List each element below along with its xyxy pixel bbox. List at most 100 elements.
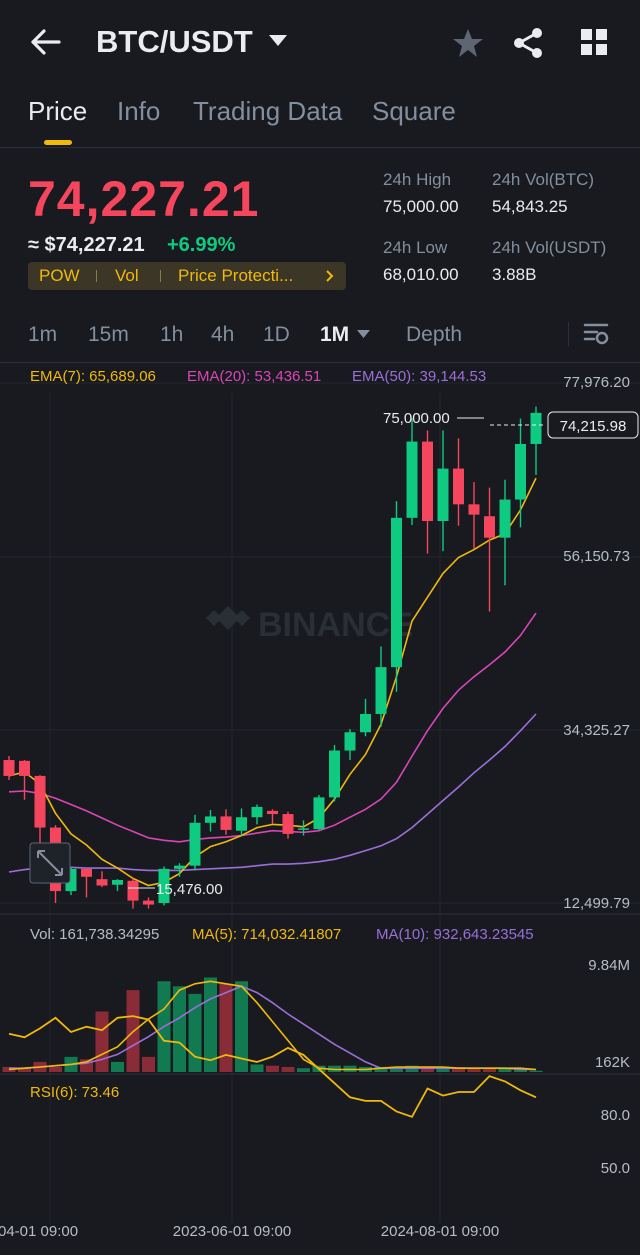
volume-bar bbox=[235, 981, 248, 1072]
candle-body bbox=[422, 441, 433, 521]
candle-body bbox=[205, 816, 216, 823]
stat-label-24h-low: 24h Low bbox=[383, 238, 448, 257]
ema7-label: EMA(7): 65,689.06 bbox=[30, 368, 156, 385]
binance-logo-icon bbox=[206, 606, 250, 630]
pair-title[interactable]: BTC/USDT bbox=[96, 24, 253, 59]
candle-body bbox=[3, 760, 15, 776]
chevron-right-icon[interactable] bbox=[326, 270, 334, 282]
volume-bar bbox=[95, 1011, 109, 1072]
volume-bar bbox=[49, 1066, 62, 1072]
candle-body bbox=[282, 814, 294, 834]
usd-price: ≈ $74,227.21 bbox=[28, 234, 145, 256]
divider bbox=[0, 147, 640, 148]
interval-depth[interactable]: Depth bbox=[406, 323, 463, 346]
tab-square[interactable]: Square bbox=[372, 96, 456, 126]
volume-bar bbox=[188, 993, 202, 1072]
candle-body bbox=[375, 667, 387, 714]
candle-body bbox=[174, 865, 185, 869]
candle-body bbox=[34, 775, 46, 828]
interval-1d[interactable]: 1D bbox=[263, 323, 290, 346]
y-tick: 77,976.20 bbox=[563, 374, 630, 391]
candle-body bbox=[499, 499, 511, 538]
active-tab-indicator bbox=[44, 140, 72, 145]
volume-ma5-polyline bbox=[8, 980, 537, 1071]
rsi-label: RSI(6): 73.46 bbox=[30, 1084, 119, 1101]
caret-down-icon[interactable] bbox=[357, 330, 370, 339]
grid-icon[interactable] bbox=[580, 28, 608, 56]
candle-body bbox=[391, 517, 402, 668]
interval-4h[interactable]: 4h bbox=[211, 323, 235, 346]
candles bbox=[3, 406, 542, 909]
ema50-polyline bbox=[8, 713, 537, 873]
tag-separator bbox=[96, 270, 97, 282]
tab-trading-data[interactable]: Trading Data bbox=[193, 96, 343, 126]
binance-watermark: BINANCE bbox=[258, 606, 413, 644]
rsi-tick: 80.0 bbox=[601, 1107, 630, 1124]
volume-ma10-label: MA(10): 932,643.23545 bbox=[376, 926, 534, 943]
fullscreen-button bbox=[29, 842, 71, 884]
ema50-label: EMA(50): 39,144.53 bbox=[352, 368, 486, 385]
candle-body bbox=[313, 797, 325, 830]
tag-price-protection[interactable]: Price Protecti... bbox=[178, 266, 294, 285]
candle-body bbox=[406, 441, 418, 518]
share-icon[interactable] bbox=[512, 27, 544, 59]
x-tick: 2024-08-01 09:00 bbox=[381, 1223, 499, 1240]
interval-1M[interactable]: 1M bbox=[320, 323, 350, 346]
low-marker-label: 15,476.00 bbox=[156, 881, 223, 898]
volume-bars bbox=[2, 977, 543, 1072]
stat-value-24h-high: 75,000.00 bbox=[383, 197, 459, 216]
candle-body bbox=[437, 468, 449, 521]
candle-body bbox=[96, 879, 108, 886]
tag-vol[interactable]: Vol bbox=[115, 266, 139, 285]
tag-bar[interactable]: POW Vol Price Protecti... bbox=[28, 262, 346, 290]
volume-bar bbox=[374, 1066, 388, 1072]
candle-body bbox=[267, 810, 278, 815]
interval-1m[interactable]: 1m bbox=[28, 323, 58, 346]
volume-min-tick: 162K bbox=[595, 1054, 630, 1071]
candle-body bbox=[298, 828, 309, 830]
last-price-box bbox=[547, 411, 639, 439]
tab-price[interactable]: Price bbox=[28, 96, 88, 126]
volume-bar bbox=[390, 1068, 403, 1072]
last-price-label: 74,215.98 bbox=[560, 418, 627, 435]
ema7-polyline bbox=[8, 477, 537, 887]
candle-body bbox=[81, 868, 92, 877]
stat-value-24h-low: 68,010.00 bbox=[383, 265, 459, 284]
candle-body bbox=[329, 750, 340, 798]
price-change: +6.99% bbox=[167, 234, 236, 256]
candle-body bbox=[515, 443, 526, 500]
interval-15m[interactable]: 15m bbox=[88, 323, 129, 346]
volume-ma5-label: MA(5): 714,032.41807 bbox=[192, 926, 341, 943]
candle-body bbox=[484, 516, 495, 538]
x-tick: 04-01 09:00 bbox=[0, 1223, 78, 1240]
rsi-line bbox=[8, 1015, 537, 1118]
volume-bar bbox=[219, 983, 233, 1072]
chart-settings-icon[interactable] bbox=[583, 322, 609, 346]
star-icon[interactable] bbox=[452, 28, 484, 58]
interval-1h[interactable]: 1h bbox=[160, 323, 184, 346]
volume-bar bbox=[250, 1064, 264, 1072]
candle-body bbox=[189, 822, 201, 866]
ema20-line bbox=[8, 612, 537, 843]
stat-label-24h-high: 24h High bbox=[383, 170, 452, 189]
candle-body bbox=[530, 412, 542, 444]
ema50-line bbox=[8, 713, 537, 873]
volume-bar bbox=[498, 1068, 512, 1072]
y-tick: 12,499.79 bbox=[563, 895, 630, 912]
caret-down-icon[interactable] bbox=[268, 34, 288, 48]
volume-bar bbox=[436, 1068, 450, 1072]
volume-ma5-line bbox=[8, 980, 537, 1071]
volume-bar bbox=[266, 1065, 279, 1072]
back-arrow-icon[interactable] bbox=[30, 28, 62, 56]
candle-body bbox=[453, 468, 464, 505]
separator bbox=[568, 322, 569, 346]
tag-separator bbox=[160, 270, 161, 282]
volume-bar bbox=[142, 1056, 155, 1072]
x-tick: 2023-06-01 09:00 bbox=[173, 1223, 291, 1240]
tab-info[interactable]: Info bbox=[117, 96, 161, 126]
candle-body bbox=[344, 732, 356, 751]
high-marker-label: 75,000.00 bbox=[383, 410, 450, 427]
candle-body bbox=[19, 760, 30, 776]
candlestick-chart[interactable]: BINANCE EMA(7): 65,689.06 EMA(20): 53,43… bbox=[0, 363, 640, 1255]
tag-pow[interactable]: POW bbox=[39, 266, 80, 285]
